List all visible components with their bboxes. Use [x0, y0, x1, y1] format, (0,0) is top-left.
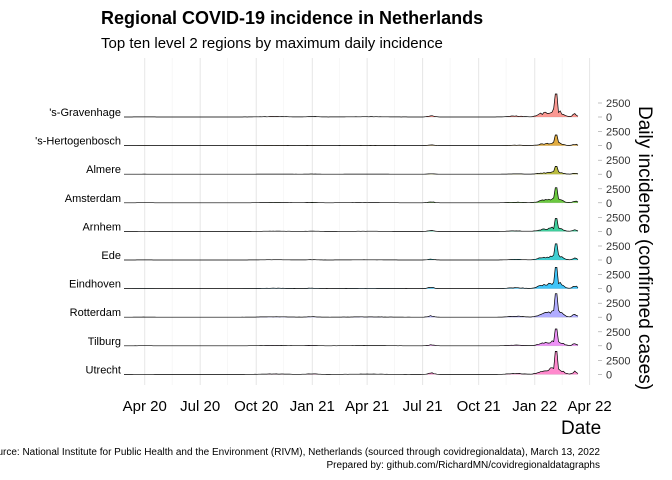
y-tick-label: 0: [606, 369, 612, 381]
y-tick-label: 2500: [606, 298, 630, 310]
ridge-area: [124, 351, 578, 375]
ridge-area: [124, 293, 578, 318]
ridge-line: [124, 351, 579, 375]
x-tick-label: Jul 20: [180, 398, 220, 415]
region-label: Eindhoven: [69, 279, 121, 291]
x-axis-label: Date: [561, 418, 602, 439]
y-tick-label: 2500: [606, 270, 630, 282]
source-caption: Source: National Institute for Public He…: [0, 447, 600, 458]
y-tick-label: 0: [606, 341, 612, 353]
x-tick-label: Jan 22: [512, 398, 557, 415]
ridge-line: [124, 293, 579, 318]
x-tick-label: Oct 20: [234, 398, 278, 415]
x-tick-label: Apr 21: [345, 398, 389, 415]
x-tick-label: Apr 20: [123, 398, 167, 415]
y-tick-label: 2500: [606, 241, 630, 253]
ridge-line: [124, 187, 579, 204]
region-label: Arnhem: [82, 221, 121, 233]
ridge-area: [124, 166, 578, 175]
chart-subtitle: Top ten level 2 regions by maximum daily…: [101, 35, 443, 52]
y-tick-label: 0: [606, 141, 612, 153]
y-tick-label: 2500: [606, 155, 630, 167]
prepared-by-caption: Prepared by: github.com/RichardMN/covidr…: [326, 460, 600, 471]
x-tick-label: Jan 21: [290, 398, 335, 415]
ridge-line: [124, 243, 579, 261]
y-tick-label: 2500: [606, 184, 630, 196]
y-tick-label: 2500: [606, 355, 630, 367]
ridge-area: [124, 187, 578, 203]
y-tick-label: 0: [606, 255, 612, 267]
y-tick-label: 0: [606, 198, 612, 210]
y-tick-label: 2500: [606, 327, 630, 339]
region-label: 's-Gravenhage: [49, 107, 121, 119]
ridge-area: [124, 135, 578, 146]
region-label: Almere: [86, 164, 121, 176]
y-tick-label: 2500: [606, 98, 630, 110]
chart-title: Regional COVID-19 incidence in Netherlan…: [101, 8, 484, 28]
region-label: Ede: [101, 250, 121, 262]
ridge-line: [124, 328, 579, 347]
ridge-series: [124, 93, 579, 375]
y-tick-label: 0: [606, 169, 612, 181]
ridge-area: [124, 218, 578, 232]
ridge-line: [124, 134, 579, 146]
ridge-area: [124, 329, 578, 346]
ridge-line: [124, 218, 579, 232]
ridge-line: [124, 166, 579, 175]
x-tick-label: Oct 21: [457, 398, 501, 415]
y-axis-label: Daily incidence (confirmed cases): [634, 105, 655, 391]
ridge-line: [124, 266, 579, 289]
ridge-area: [124, 243, 578, 260]
axis-labels: Apr 20 Jul 20 Oct 20 Jan 21 Apr 21 Jul 21 Oct …: [35, 98, 630, 415]
y-tick-label: 2500: [606, 212, 630, 224]
y-tick-label: 0: [606, 312, 612, 324]
y-tick-label: 0: [606, 112, 612, 124]
ridge-line: [124, 93, 579, 118]
region-label: Utrecht: [86, 364, 121, 376]
x-tick-label: Jul 21: [403, 398, 443, 415]
region-label: Amsterdam: [65, 193, 121, 205]
ridge-area: [124, 94, 578, 117]
x-tick-label: Apr 22: [567, 398, 611, 415]
ridge-area: [124, 267, 578, 289]
region-label: 's-Hertogenbosch: [35, 136, 121, 148]
y-tick-label: 0: [606, 284, 612, 296]
grid-lines: [144, 58, 591, 385]
y-tick-label: 2500: [606, 127, 630, 139]
region-label: Tilburg: [88, 336, 121, 348]
y-tick-label: 0: [606, 226, 612, 238]
region-label: Rotterdam: [70, 307, 121, 319]
